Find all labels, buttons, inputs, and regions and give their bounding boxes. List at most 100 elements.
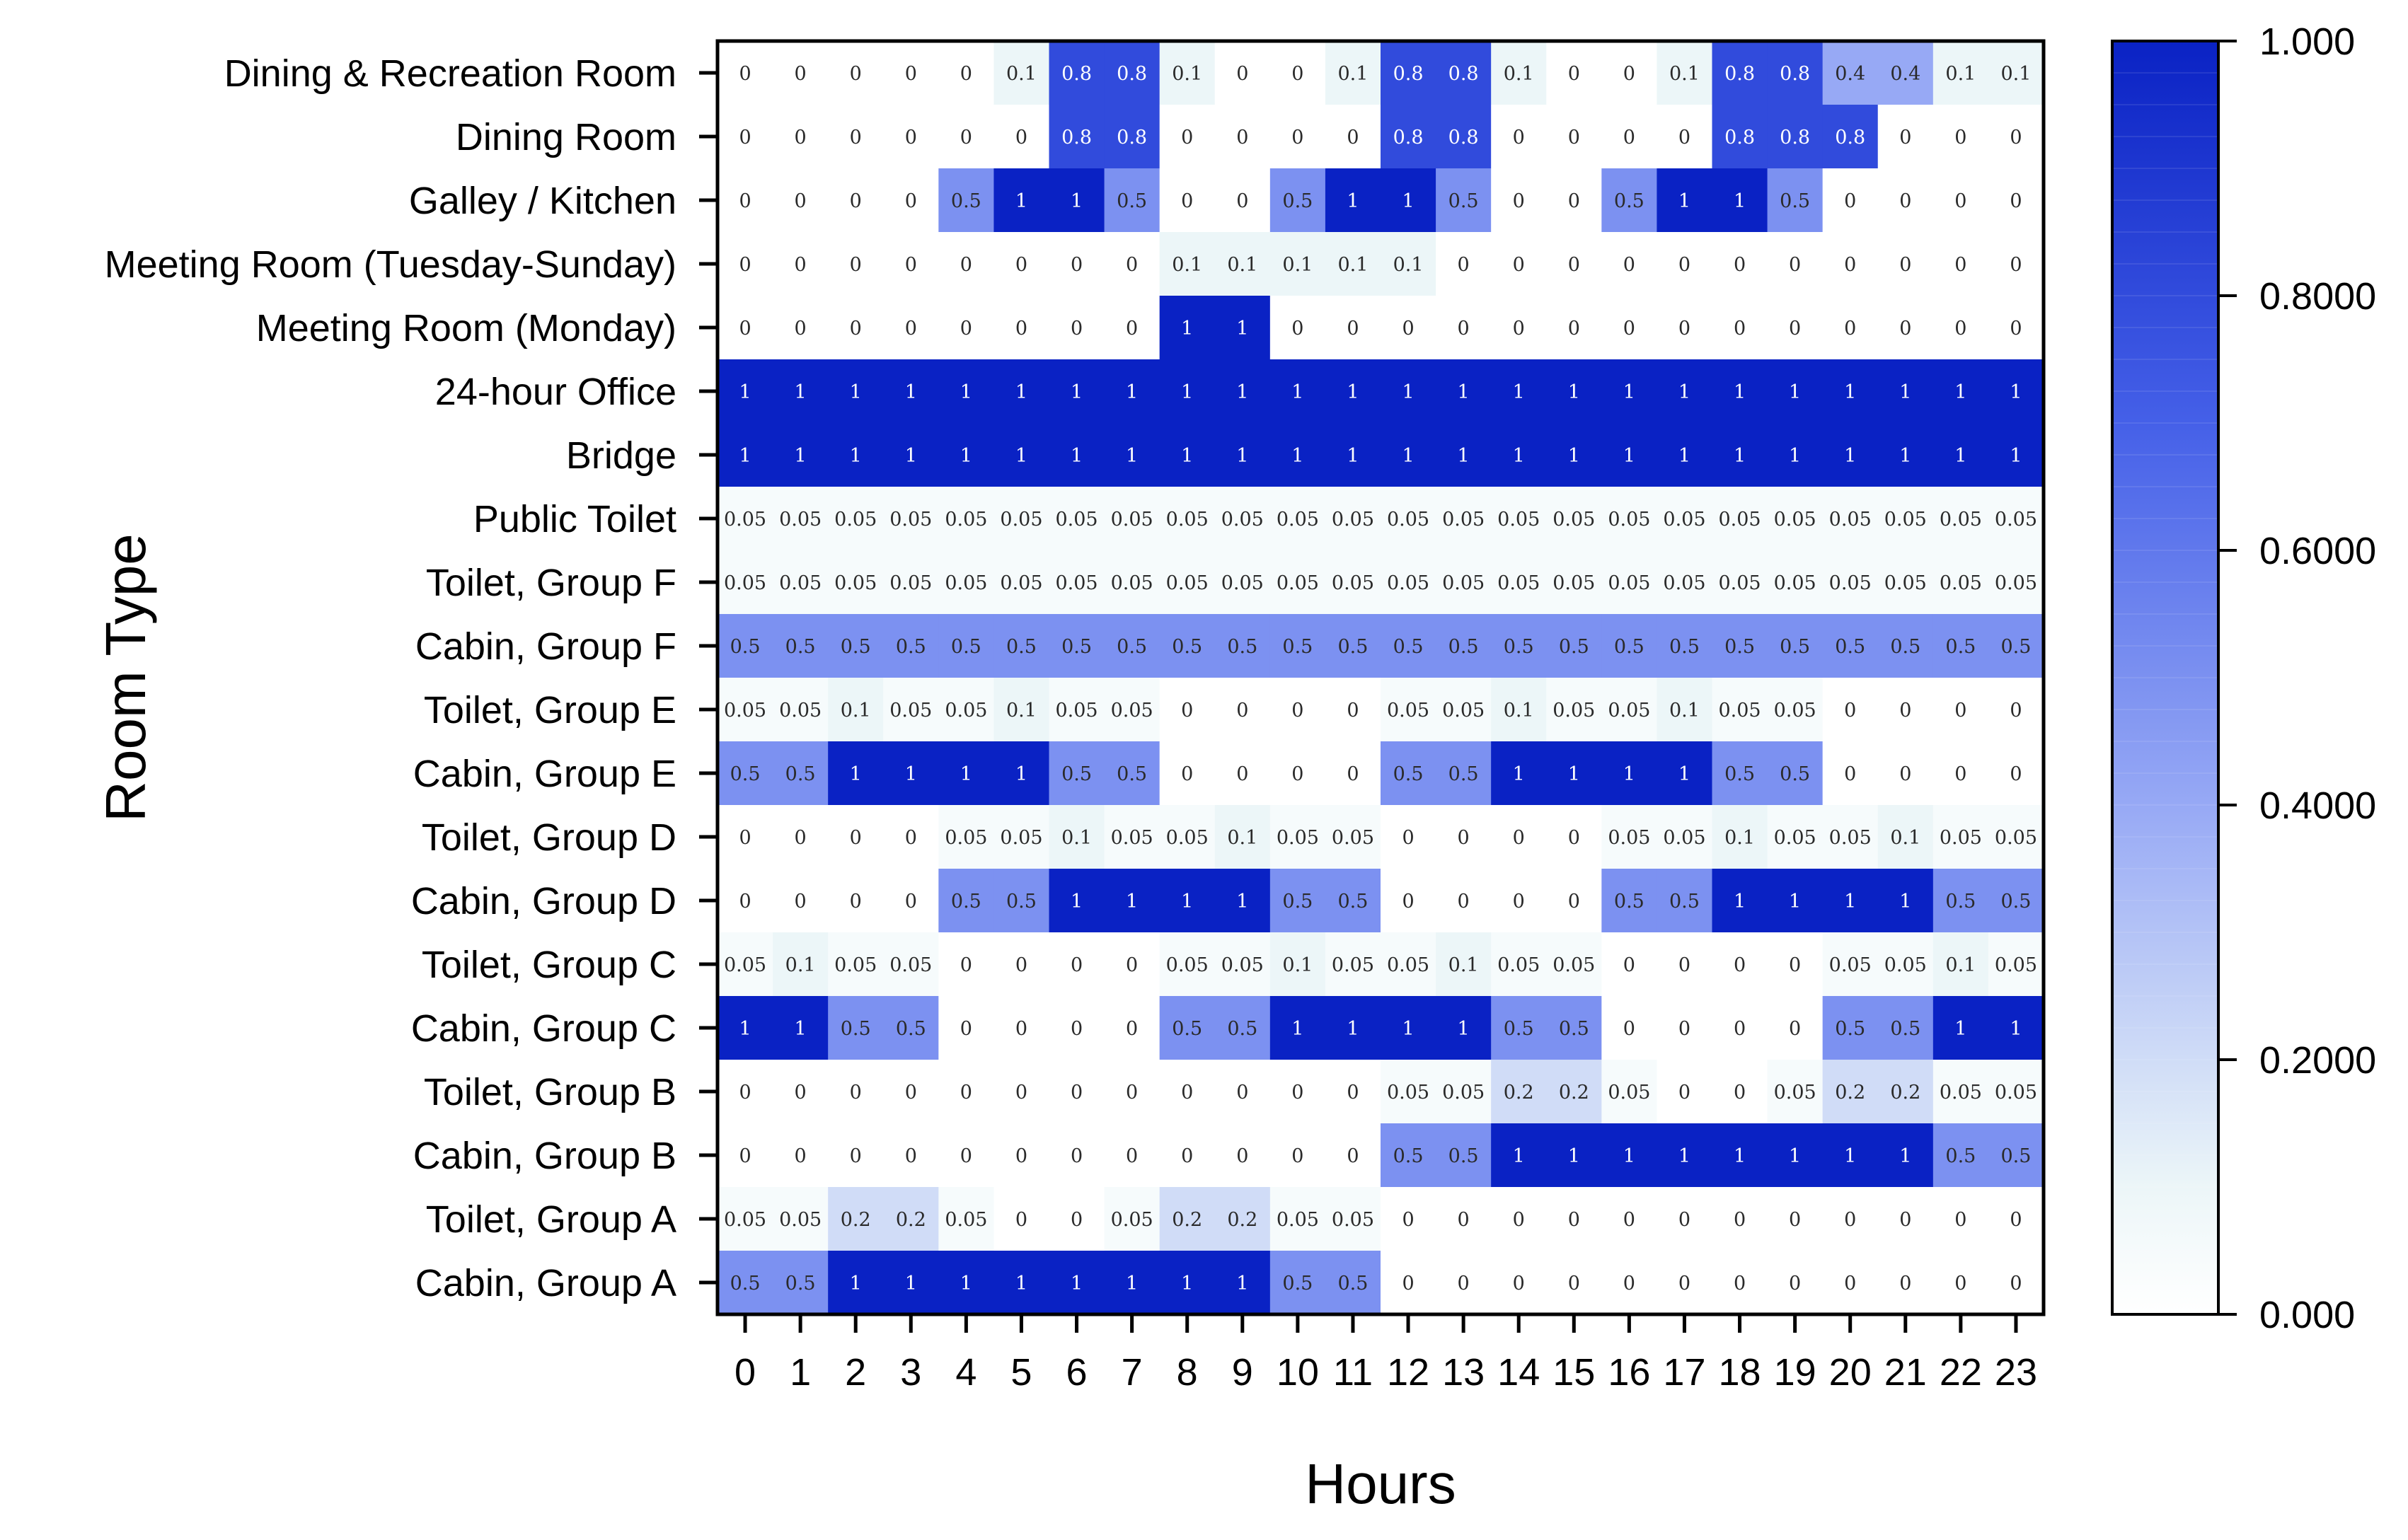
heatmap-cell (828, 1251, 884, 1315)
cell-value-label: 1 (905, 445, 917, 467)
cell-value-label: 0.05 (1387, 700, 1429, 722)
cell-value-label: 0.5 (1504, 636, 1534, 658)
cell-value-label: 0 (1623, 954, 1635, 976)
cell-value-label: 0 (2010, 190, 2022, 212)
cell-value-label: 1 (1126, 381, 1138, 403)
heatmap-cell (993, 869, 1050, 933)
cell-value-label: 0 (1402, 1209, 1414, 1231)
heatmap-cell (1657, 41, 1713, 105)
cell-value-label: 1 (1899, 381, 1911, 403)
heatmap-cell (718, 41, 773, 105)
cell-value-label: 0.1 (1061, 827, 1092, 849)
cell-value-label: 0 (1126, 254, 1138, 276)
cell-value-label: 0.05 (1111, 700, 1153, 722)
cell-value-label: 0 (1015, 954, 1027, 976)
cell-value-label: 1 (1236, 318, 1248, 340)
heatmap-cell (938, 1060, 995, 1124)
heatmap-cell (1491, 41, 1547, 105)
heatmap-cell (883, 1123, 939, 1188)
cell-value-label: 0.5 (896, 636, 926, 658)
cell-value-label: 0 (1236, 127, 1248, 149)
cell-value-label: 0.05 (1221, 509, 1264, 531)
heatmap-cell (1877, 1060, 1934, 1124)
heatmap-cell (1049, 232, 1105, 296)
heatmap-cells (718, 41, 2044, 1315)
cell-value-label: 0.05 (1718, 700, 1761, 722)
heatmap-cell (883, 232, 939, 296)
cell-value-label: 0 (1181, 1082, 1193, 1104)
cell-value-label: 0.05 (1442, 572, 1485, 594)
cell-value-label: 0 (960, 954, 972, 976)
cell-value-label: 0 (1568, 827, 1580, 849)
cell-value-label: 0.5 (1614, 636, 1644, 658)
heatmap-cell (1546, 41, 1602, 105)
heatmap-cell (1104, 232, 1160, 296)
heatmap-cell (1381, 41, 1436, 105)
cell-value-label: 0.05 (1442, 509, 1485, 531)
y-tick-label: Bridge (566, 434, 676, 477)
cell-value-label: 0.05 (1055, 509, 1098, 531)
cell-value-label: 0 (1458, 1273, 1470, 1295)
cell-value-label: 0 (1568, 63, 1580, 85)
colorbar-tick-label: 0.2000 (2259, 1039, 2376, 1082)
heatmap-cell (1049, 741, 1105, 806)
heatmap-cell (1988, 232, 2044, 296)
heatmap-cell (1657, 869, 1713, 933)
heatmap-cell (1049, 105, 1105, 169)
cell-value-label: 0 (1789, 1018, 1801, 1040)
cell-value-label: 0 (960, 127, 972, 149)
colorbar-tick-label: 0.6000 (2259, 530, 2376, 572)
heatmap-cell (993, 105, 1050, 169)
x-tick-label: 21 (1884, 1351, 1927, 1394)
heatmap-cell (1601, 805, 1658, 869)
cell-value-label: 0 (1678, 1082, 1690, 1104)
cell-value-label: 1 (1071, 381, 1083, 403)
cell-value-label: 0.05 (1829, 572, 1872, 594)
heatmap-cell (773, 423, 829, 487)
heatmap-cell (1822, 614, 1879, 678)
cell-value-label: 0.05 (1387, 509, 1429, 531)
heatmap-cell (1877, 996, 1934, 1060)
y-tick-label: Toilet, Group F (426, 562, 676, 604)
cell-value-label: 0.05 (724, 509, 766, 531)
cell-value-label: 0.8 (1061, 127, 1092, 149)
heatmap-cell (993, 932, 1050, 997)
heatmap-cell (718, 1060, 773, 1124)
heatmap-cell (1436, 296, 1492, 360)
heatmap-cell (1767, 1187, 1824, 1251)
cell-value-label: 0 (1236, 1082, 1248, 1104)
heatmap-cell (1988, 805, 2044, 869)
cell-value-label: 0.05 (1995, 509, 2037, 531)
y-tick-label: Cabin, Group D (411, 880, 676, 922)
cell-value-label: 0.5 (730, 1273, 761, 1295)
cell-value-label: 0 (1236, 700, 1248, 722)
heatmap-cell (1381, 996, 1436, 1060)
heatmap-cell (1325, 614, 1381, 678)
cell-value-label: 0 (1954, 127, 1966, 149)
heatmap-cell (1269, 678, 1326, 742)
colorbar-gradient (2112, 41, 2218, 1314)
cell-value-label: 0.05 (1884, 954, 1927, 976)
cell-value-label: 0 (1015, 1082, 1027, 1104)
heatmap-cell (773, 168, 829, 233)
cell-value-label: 0.5 (1282, 891, 1313, 913)
heatmap-cell (1601, 550, 1658, 615)
heatmap-cell (1214, 423, 1271, 487)
cell-value-label: 1 (1568, 763, 1580, 785)
heatmap-cell (1546, 1251, 1602, 1315)
cell-value-label: 1 (1623, 763, 1635, 785)
heatmap-cell (1325, 1187, 1381, 1251)
cell-value-label: 1 (960, 1273, 972, 1295)
cell-value-label: 0 (850, 891, 862, 913)
cell-value-label: 1 (1954, 1018, 1966, 1040)
cell-value-label: 0 (1568, 1209, 1580, 1231)
cell-value-label: 0.1 (841, 700, 871, 722)
cell-value-label: 0.05 (1111, 1209, 1153, 1231)
heatmap-cell (1932, 1123, 1989, 1188)
heatmap-cell (1601, 1251, 1658, 1315)
cell-value-label: 0.1 (1227, 254, 1257, 276)
heatmap-cell (1546, 614, 1602, 678)
heatmap-cell (938, 869, 995, 933)
heatmap-cell (1657, 1123, 1713, 1188)
y-tick-label: 24-hour Office (435, 371, 676, 413)
